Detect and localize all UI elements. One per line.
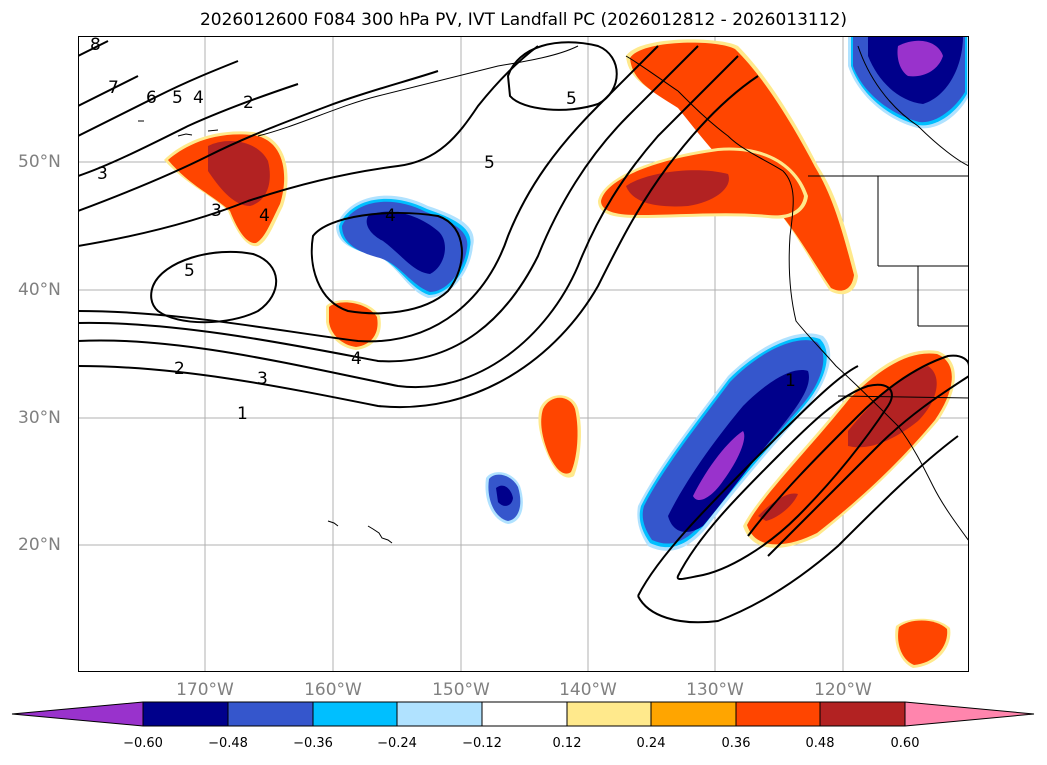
colorbar-tick-label: 0.36: [721, 736, 751, 751]
colorbar-tick-label: 0.60: [890, 736, 920, 751]
colorbar-segment-4: [397, 702, 482, 726]
lon-label-150w: 150°W: [432, 680, 490, 700]
colorbar-tick-label: 0.12: [552, 736, 582, 751]
colorbar-segment-5: [482, 702, 567, 726]
contour-label-3-a: 3: [97, 164, 108, 184]
contour-label-6: 6: [146, 88, 157, 108]
contour-label-8: 8: [90, 36, 101, 55]
contour-label-4-b: 4: [259, 206, 270, 226]
contour-label-1-a: 1: [237, 404, 248, 424]
colorbar-segment-2: [228, 702, 313, 726]
colorbar-tick-label: −0.36: [293, 736, 333, 751]
contour-label-3-b: 3: [211, 201, 222, 221]
contour-labels: 8 7 6 5 4 2 3 3 4 4 5 4 2 3 1 5 5 1: [90, 36, 796, 424]
colorbar-segment-6: [567, 702, 651, 726]
lon-label-160w: 160°W: [304, 680, 362, 700]
colorbar-tick-marks: [142, 702, 906, 726]
colorbar: [11, 701, 1035, 727]
gridlines: [78, 36, 969, 672]
colorbar-segment-0: [12, 702, 143, 726]
pv-contours: [78, 40, 969, 624]
contour-label-5-a: 5: [172, 88, 183, 108]
contour-label-5-b: 5: [184, 261, 195, 281]
lon-label-130w: 130°W: [686, 680, 744, 700]
contour-label-4-c: 4: [385, 206, 396, 226]
lat-label-30n: 30°N: [18, 408, 61, 428]
colorbar-segment-3: [313, 702, 397, 726]
lon-label-120w: 120°W: [814, 680, 872, 700]
colorbar-tick-label: 0.24: [636, 736, 666, 751]
map-panel: 8 7 6 5 4 2 3 3 4 4 5 4 2 3 1 5 5 1: [78, 36, 969, 672]
colorbar-segment-8: [736, 702, 820, 726]
colorbar-segment-1: [143, 702, 228, 726]
colorbar-segment-7: [651, 702, 736, 726]
contour-label-5-c: 5: [484, 153, 495, 173]
contour-label-4-d: 4: [351, 349, 362, 369]
contour-label-4-a: 4: [193, 88, 204, 108]
map-title: 2026012600 F084 300 hPa PV, IVT Landfall…: [199, 10, 847, 30]
map-svg: 8 7 6 5 4 2 3 3 4 4 5 4 2 3 1 5 5 1: [78, 36, 969, 672]
colorbar-tick-label: −0.24: [377, 736, 417, 751]
lat-label-50n: 50°N: [18, 152, 61, 172]
colorbar-segment-10: [905, 702, 1034, 726]
contour-label-7: 7: [108, 78, 119, 98]
colorbar-tick-label: −0.60: [123, 736, 163, 751]
positive-anomaly-fills: [164, 39, 955, 668]
lat-label-20n: 20°N: [18, 535, 61, 555]
contour-label-3-c: 3: [257, 369, 268, 389]
colorbar-segment-9: [820, 702, 905, 726]
lat-label-40n: 40°N: [18, 280, 61, 300]
contour-label-2-b: 2: [174, 359, 185, 379]
contour-label-1-b: 1: [785, 371, 796, 391]
lon-label-140w: 140°W: [559, 680, 617, 700]
colorbar-tick-label: −0.12: [462, 736, 502, 751]
colorbar-tick-label: −0.48: [208, 736, 248, 751]
contour-label-5-d: 5: [566, 89, 577, 109]
lon-label-170w: 170°W: [176, 680, 234, 700]
colorbar-tick-label: 0.48: [805, 736, 835, 751]
coastlines: [138, 45, 969, 544]
contour-label-2-a: 2: [243, 93, 254, 113]
negative-anomaly-fills: [336, 36, 969, 551]
